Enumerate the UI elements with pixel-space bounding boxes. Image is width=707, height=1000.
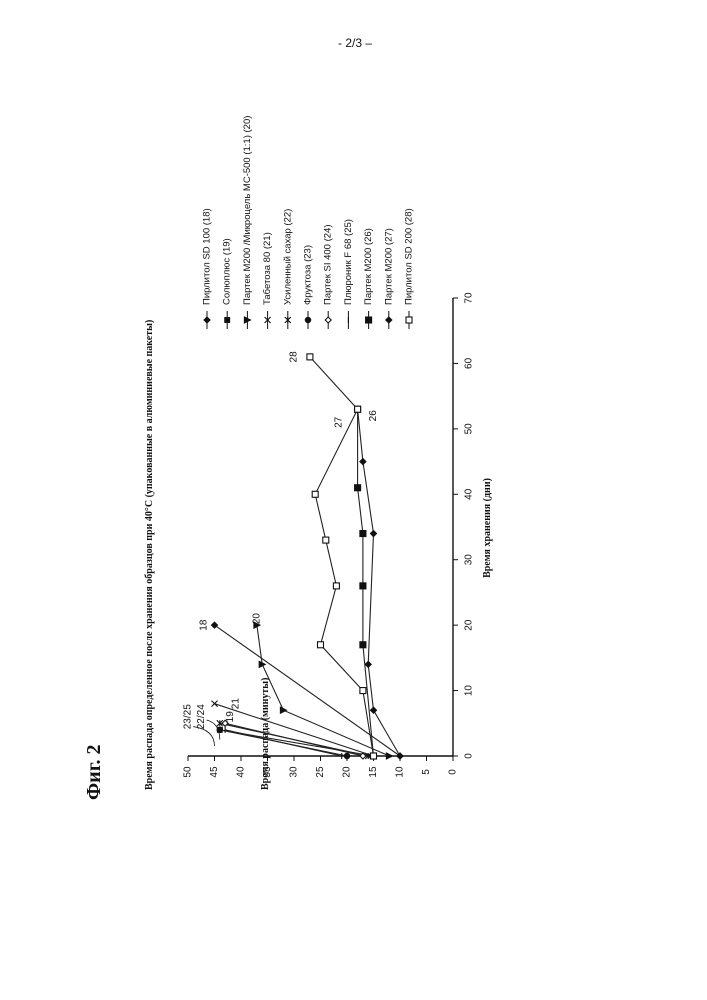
data-point (371, 753, 377, 759)
legend-item: Партек М200 (26) (363, 228, 374, 329)
data-point (360, 642, 366, 648)
legend-item: Усиленный сахар (22) (282, 209, 293, 329)
legend-label: Пирлитол SD 200 (28) (404, 208, 415, 305)
data-point (307, 354, 313, 360)
label-leader (207, 720, 220, 740)
series-label: 28 (289, 351, 300, 363)
data-point (344, 753, 349, 758)
legend-marker (244, 317, 250, 323)
data-point (333, 583, 339, 589)
series-labels: 18 20 1921 22/2423/25 28 27 26 (183, 351, 380, 746)
data-point (360, 459, 366, 465)
legend-label: Фруктоза (23) (303, 245, 314, 305)
y-tick-label: 30 (289, 766, 300, 778)
y-tick-label: 40 (236, 766, 247, 778)
y-tick-label: 5 (421, 769, 432, 775)
x-tick-label: 70 (464, 292, 475, 304)
data-point (212, 701, 218, 707)
data-point (318, 642, 324, 648)
series-label: 19 (225, 711, 236, 723)
chart-title: Время распада определенное после хранени… (144, 320, 155, 790)
data-point (355, 485, 361, 491)
legend-item: Партек SI 400 (24) (323, 224, 334, 329)
legend-item: Солюплюс (19) (222, 238, 233, 329)
series-1 (212, 622, 404, 759)
data-point (360, 531, 366, 537)
legend-marker (285, 317, 291, 323)
data-point (360, 688, 366, 694)
data-point (371, 707, 377, 713)
legend-marker (366, 317, 372, 323)
legend-label: Пирлитол SD 100 (18) (202, 208, 213, 305)
x-tick-label: 50 (464, 423, 475, 435)
legend-marker (406, 317, 412, 323)
data-point (259, 661, 265, 667)
x-tick-label: 10 (464, 685, 475, 697)
legend-label: Усиленный сахар (22) (282, 209, 293, 305)
x-axis-label: Время хранения (дни) (482, 478, 493, 578)
legend: Пирлитол SD 100 (18) Солюплюс (19) Партек … (202, 116, 415, 329)
y-tick-label: 15 (368, 766, 379, 778)
series-label: 20 (252, 613, 263, 625)
data-point (365, 661, 371, 667)
data-point (386, 753, 392, 759)
x-tick-label: 30 (464, 554, 475, 566)
legend-marker (225, 318, 230, 323)
series-line (225, 730, 342, 756)
y-tick-label: 20 (342, 766, 353, 778)
legend-marker (305, 317, 310, 322)
y-tick-label: 50 (183, 766, 194, 778)
axes: 0 10 20 30 40 50 60 70 0 5 10 15 20 25 30 35 40 45 50 (183, 292, 475, 778)
legend-label: Партек М200 (27) (383, 228, 394, 305)
series-label: 27 (334, 416, 345, 428)
data-point (371, 531, 377, 537)
series-label: 18 (199, 619, 210, 631)
legend-label: Партек SI 400 (24) (323, 224, 334, 305)
legend-label: Плюроник F 68 (25) (343, 219, 354, 305)
data-point (312, 491, 318, 497)
legend-item: Плюроник F 68 (25) (343, 219, 354, 329)
legend-marker (204, 317, 210, 323)
legend-marker (386, 317, 392, 323)
legend-label: Солюплюс (19) (222, 238, 233, 305)
series-label: 22/24 (196, 704, 207, 729)
legend-item: Табетоза 80 (21) (262, 232, 273, 329)
y-tick-label: 0 (448, 769, 459, 775)
y-tick-label: 25 (315, 766, 326, 778)
data-point (355, 406, 361, 412)
legend-label: Партек М200 /Микроцель МС-500 (1:1) (20) (242, 116, 253, 305)
legend-label: Табетоза 80 (21) (262, 232, 273, 305)
figure-label: Фиг. 2 (83, 744, 105, 800)
legend-item: Пирлитол SD 100 (18) (202, 208, 213, 329)
data-point (360, 583, 366, 589)
y-tick-label: 10 (395, 766, 406, 778)
series-label: 26 (368, 410, 379, 422)
series-line (215, 704, 374, 756)
y-tick-label: 35 (262, 766, 273, 778)
legend-marker (325, 317, 331, 323)
y-tick-label: 45 (209, 766, 220, 778)
data-point (323, 537, 329, 543)
x-tick-label: 60 (464, 357, 475, 369)
series-line (225, 723, 363, 756)
data-point (280, 707, 286, 713)
legend-item: Партек М200 /Микроцель МС-500 (1:1) (20) (242, 116, 253, 329)
series-7 (222, 720, 366, 759)
x-tick-label: 0 (464, 753, 475, 759)
legend-label: Партек М200 (26) (363, 228, 374, 305)
series-8 (225, 727, 342, 759)
series-label: 21 (230, 698, 241, 710)
series-label: 23/25 (183, 704, 194, 729)
x-tick-label: 20 (464, 619, 475, 631)
legend-item: Пирлитол SD 200 (28) (404, 208, 415, 329)
x-tick-label: 40 (464, 488, 475, 500)
legend-item: Фруктоза (23) (303, 245, 314, 329)
legend-item: Партек М200 (27) (383, 228, 394, 329)
